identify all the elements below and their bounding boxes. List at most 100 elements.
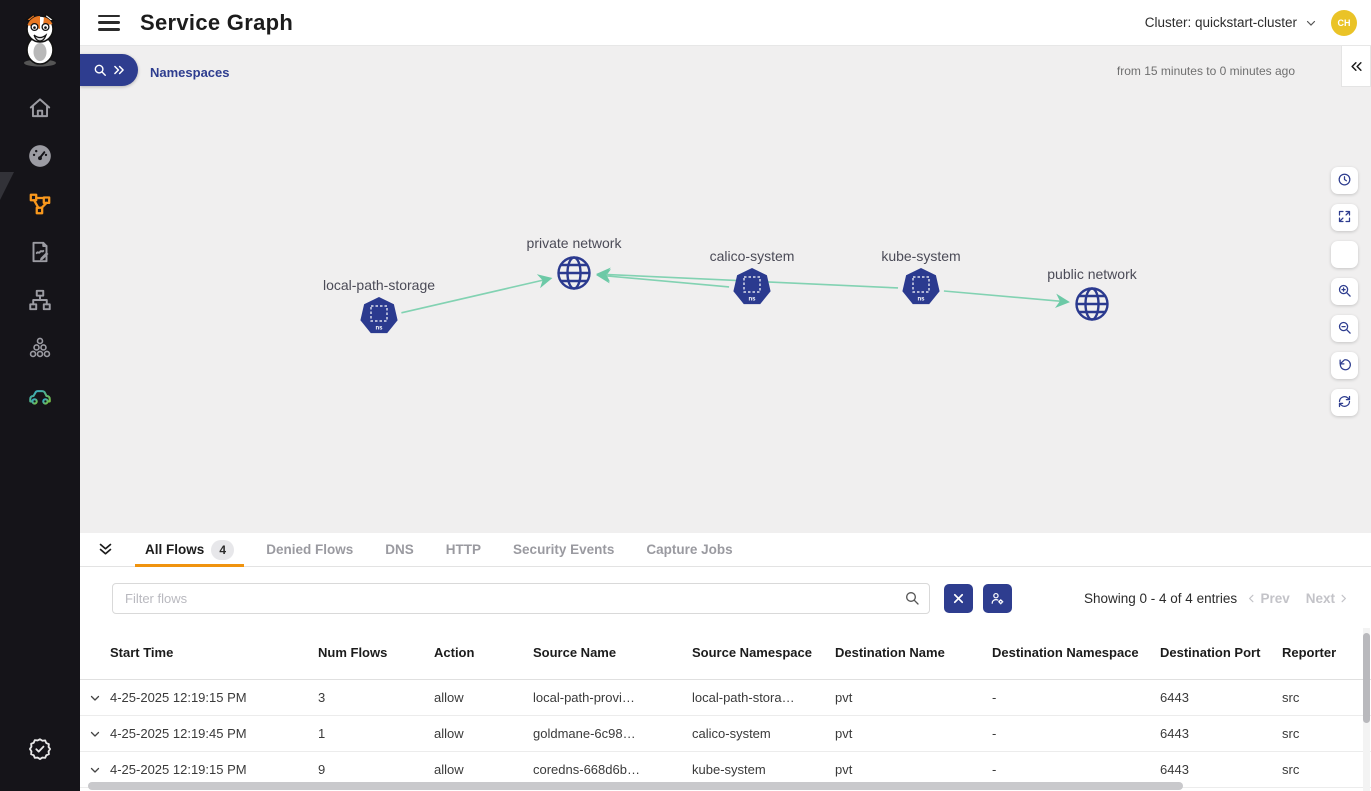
graph-node-public-network[interactable]: public network — [1044, 266, 1140, 324]
chevron-down-icon — [90, 767, 100, 773]
search-icon — [94, 64, 106, 76]
column-header[interactable]: Reporter — [1282, 645, 1337, 661]
prev-page-button[interactable]: Prev — [1246, 591, 1290, 606]
menu-hamburger-button[interactable] — [98, 14, 120, 31]
graph-node-label: calico-system — [706, 248, 798, 264]
expand-row-button[interactable] — [80, 692, 110, 704]
user-gear-icon — [991, 592, 1004, 605]
calico-cat-logo — [24, 12, 56, 67]
expand-row-button[interactable] — [80, 764, 110, 776]
tab-label: Denied Flows — [266, 542, 354, 557]
pan-hand-button[interactable] — [1331, 241, 1358, 268]
table-row[interactable]: 4-25-2025 12:19:45 PM 1 allow goldmane-6c98… — [80, 716, 1371, 752]
chevrons-right-icon — [113, 65, 124, 75]
tab-security-events[interactable]: Security Events — [497, 533, 630, 566]
graph-edge-kube-system-to-public-network[interactable] — [943, 290, 1070, 308]
column-header[interactable]: Source Name — [533, 645, 617, 661]
collapse-panel-button[interactable] — [97, 541, 119, 558]
table-cell: 1 — [318, 726, 326, 741]
next-page-button[interactable]: Next — [1306, 591, 1349, 606]
table-cell: 4-25-2025 12:19:15 PM — [110, 690, 247, 705]
namespace-node-icon: ns — [902, 268, 940, 305]
chevron-right-icon — [1341, 594, 1347, 603]
service-graph-icon — [27, 191, 53, 222]
tab-count-badge: 4 — [211, 539, 235, 560]
avatar[interactable]: CH — [1331, 9, 1357, 36]
sidebar-item-cluster-nodes[interactable] — [16, 326, 64, 374]
sidebar-item-service-graph[interactable] — [16, 182, 64, 230]
clear-filter-button[interactable] — [944, 584, 973, 613]
graph-search-expand-button[interactable] — [80, 54, 138, 86]
column-header[interactable]: Source Namespace — [692, 645, 812, 661]
column-header[interactable]: Destination Namespace — [992, 645, 1139, 661]
sidebar-item-car[interactable] — [16, 374, 64, 422]
svg-text:ns: ns — [917, 297, 925, 303]
column-header[interactable]: Action — [434, 645, 475, 661]
zoom-out-button[interactable] — [1331, 315, 1358, 342]
graph-node-calico-system[interactable]: calico-system ns — [706, 248, 798, 312]
chevron-down-icon — [90, 695, 100, 701]
filter-flows-input[interactable] — [112, 583, 930, 614]
tab-label: DNS — [385, 542, 414, 557]
graph-node-local-path-storage[interactable]: local-path-storage ns — [319, 277, 439, 341]
sidebar-item-home[interactable] — [16, 86, 64, 134]
vertical-scrollbar-track[interactable] — [1363, 628, 1370, 791]
dashboard-gauge-icon — [27, 143, 53, 174]
namespace-node-icon: ns — [360, 297, 398, 334]
table-cell: src — [1282, 690, 1300, 705]
refresh-icon — [1337, 394, 1352, 412]
flows-table: Start Time Num Flows Action Source Name Sour… — [80, 628, 1371, 788]
network-globe-icon — [1075, 287, 1109, 321]
sidebar-item-dashboard-gauge[interactable] — [16, 134, 64, 182]
fit-screen-button[interactable] — [1331, 204, 1358, 231]
showing-entries-label: Showing 0 - 4 of 4 entries — [1084, 591, 1238, 606]
undo-icon — [1337, 357, 1352, 375]
graph-edge-calico-system-to-private-network[interactable] — [596, 269, 730, 288]
table-cell: 6443 — [1160, 726, 1189, 741]
avatar-initials: CH — [1337, 17, 1351, 28]
double-chevron-down-icon — [99, 543, 112, 555]
tab-dns[interactable]: DNS — [369, 533, 430, 566]
network-globe-icon — [557, 256, 591, 290]
search-icon[interactable] — [904, 590, 920, 606]
table-cell: 4-25-2025 12:19:45 PM — [110, 726, 247, 741]
graph-node-private-network[interactable]: private network — [523, 235, 625, 293]
flow-settings-button[interactable] — [983, 584, 1012, 613]
tab-all-flows[interactable]: All Flows 4 — [129, 533, 250, 567]
compliance-badge-button[interactable] — [16, 725, 64, 773]
chevrons-left-icon — [1350, 61, 1362, 71]
cluster-selector[interactable]: Cluster: quickstart-cluster — [1145, 15, 1317, 30]
column-header[interactable]: Destination Name — [835, 645, 945, 661]
graph-node-kube-system[interactable]: kube-system ns — [878, 248, 964, 312]
tab-label: HTTP — [445, 542, 482, 557]
zoom-in-button[interactable] — [1331, 278, 1358, 305]
clock-button[interactable] — [1331, 167, 1358, 194]
tab-http[interactable]: HTTP — [430, 533, 497, 566]
graph-edge-local-path-storage-to-private-network[interactable] — [401, 274, 553, 314]
table-cell: local-path-stora… — [692, 690, 795, 705]
sidebar-item-policy-report[interactable] — [16, 230, 64, 278]
zoom-in-icon — [1337, 283, 1352, 301]
chevron-down-icon — [90, 731, 100, 737]
service-graph-canvas[interactable]: local-path-storage ns private network cal… — [80, 46, 1371, 533]
column-header[interactable]: Start Time — [110, 645, 174, 661]
table-cell: local-path-provi… — [533, 690, 635, 705]
table-row[interactable]: 4-25-2025 12:19:15 PM 3 allow local-path-pr… — [80, 680, 1371, 716]
fit-screen-icon — [1337, 209, 1352, 227]
vertical-scrollbar-thumb[interactable] — [1363, 633, 1370, 723]
tab-denied-flows[interactable]: Denied Flows — [250, 533, 369, 566]
expand-row-button[interactable] — [80, 728, 110, 740]
table-cell: pvt — [835, 726, 853, 741]
sidebar-item-network-sitemap[interactable] — [16, 278, 64, 326]
table-cell: calico-system — [692, 726, 771, 741]
right-panel-toggle[interactable] — [1341, 46, 1371, 87]
column-header[interactable]: Num Flows — [318, 645, 388, 661]
horizontal-scrollbar[interactable] — [88, 782, 1183, 790]
tab-capture-jobs[interactable]: Capture Jobs — [630, 533, 748, 566]
breadcrumb[interactable]: Namespaces — [150, 65, 230, 80]
pan-hand-icon — [1337, 246, 1352, 264]
chevron-left-icon — [1249, 594, 1254, 603]
undo-button[interactable] — [1331, 352, 1358, 379]
refresh-button[interactable] — [1331, 389, 1358, 416]
column-header[interactable]: Destination Port — [1160, 645, 1261, 661]
